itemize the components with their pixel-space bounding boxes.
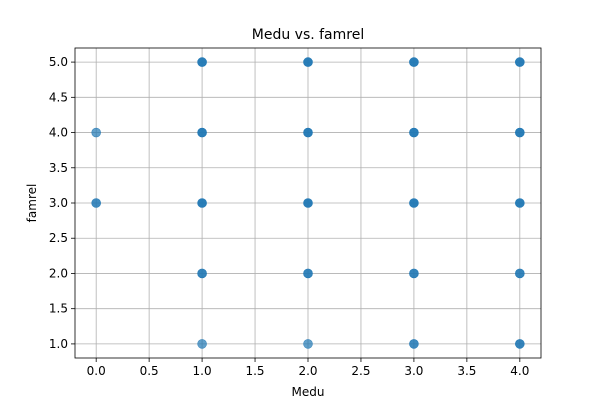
x-tick-label: 3.5 (457, 364, 476, 378)
y-axis-label: famrel (25, 184, 39, 223)
data-point (303, 339, 313, 349)
x-tick-label: 2.0 (298, 364, 317, 378)
y-tick-label: 4.5 (49, 90, 68, 104)
x-ticks: 0.0 0.5 1.0 1.5 2.0 2.5 3.0 3.5 4.0 (87, 358, 529, 378)
y-tick-label: 4.0 (49, 126, 68, 140)
data-point (515, 339, 525, 349)
x-tick-label: 2.5 (351, 364, 370, 378)
data-point (197, 127, 207, 138)
data-point (303, 198, 313, 208)
x-tick-label: 3.0 (404, 364, 423, 378)
x-tick-label: 0.0 (87, 364, 106, 378)
data-point (303, 268, 313, 279)
data-point (91, 198, 101, 208)
y-ticks: 1.0 1.5 2.0 2.5 3.0 3.5 4.0 4.5 5.0 (49, 55, 75, 351)
data-point (515, 127, 525, 138)
y-tick-label: 1.5 (49, 302, 68, 316)
data-point (409, 57, 419, 67)
y-tick-label: 3.5 (49, 161, 68, 175)
data-point (515, 57, 525, 67)
y-tick-label: 5.0 (49, 55, 68, 69)
y-tick-label: 3.0 (49, 196, 68, 210)
y-tick-label: 2.0 (49, 266, 68, 280)
data-point (197, 339, 207, 349)
data-point (515, 268, 525, 279)
x-tick-label: 0.5 (140, 364, 159, 378)
data-point (515, 198, 525, 208)
data-point (409, 127, 419, 138)
chart-title: Medu vs. famrel (252, 27, 364, 43)
data-point (303, 57, 313, 67)
data-points (91, 57, 525, 349)
data-point (91, 127, 101, 138)
y-tick-label: 1.0 (49, 337, 68, 351)
data-point (409, 339, 419, 349)
x-tick-label: 4.0 (510, 364, 529, 378)
y-tick-label: 2.5 (49, 231, 68, 245)
x-tick-label: 1.0 (193, 364, 212, 378)
data-point (197, 268, 207, 279)
x-axis-label: Medu (292, 385, 325, 399)
data-point (409, 198, 419, 208)
x-tick-label: 1.5 (245, 364, 264, 378)
data-point (197, 198, 207, 208)
data-point (409, 268, 419, 279)
data-point (197, 57, 207, 67)
data-point (303, 127, 313, 138)
